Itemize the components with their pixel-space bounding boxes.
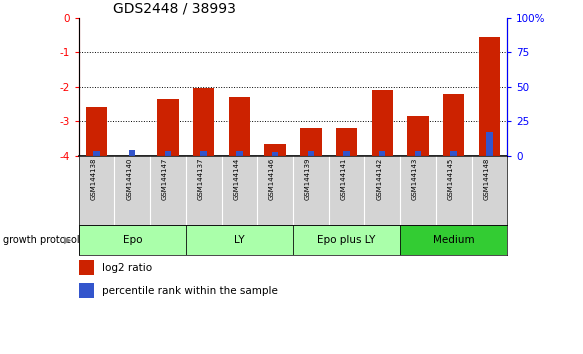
Bar [308,151,314,156]
Text: GSM144147: GSM144147 [162,158,168,200]
Bar [300,128,322,156]
Bar [400,225,507,255]
Bar [451,151,457,156]
Bar [79,283,94,298]
Text: ▶: ▶ [65,235,72,245]
Bar [479,37,500,156]
Bar [343,151,350,156]
Text: GSM144146: GSM144146 [269,158,275,200]
Bar [371,90,393,156]
Bar [236,151,243,156]
Text: Epo plus LY: Epo plus LY [317,235,375,245]
Text: Epo: Epo [122,235,142,245]
Text: GSM144140: GSM144140 [127,158,132,200]
Bar [443,93,464,156]
Text: GSM144148: GSM144148 [483,158,489,200]
Text: GSM144139: GSM144139 [305,158,311,200]
Bar [129,150,135,156]
Bar [157,99,178,156]
Text: GSM144143: GSM144143 [412,158,418,200]
Text: GSM144142: GSM144142 [376,158,382,200]
Bar [264,144,286,156]
Bar [229,97,250,156]
Bar [79,225,186,255]
Bar [86,108,107,156]
Text: log2 ratio: log2 ratio [102,263,152,273]
Text: percentile rank within the sample: percentile rank within the sample [102,286,278,296]
Bar [186,225,293,255]
Text: GSM144141: GSM144141 [340,158,346,200]
Text: Medium: Medium [433,235,475,245]
Text: GSM144145: GSM144145 [448,158,454,200]
Bar [407,116,429,156]
Text: GDS2448 / 38993: GDS2448 / 38993 [113,1,236,15]
Bar [379,151,385,156]
Bar [272,152,278,156]
Bar [415,151,421,156]
Bar [336,128,357,156]
Bar [193,88,215,156]
Text: GSM144138: GSM144138 [90,158,97,200]
Text: GSM144144: GSM144144 [233,158,240,200]
Bar [293,225,400,255]
Text: GSM144137: GSM144137 [198,158,203,200]
Bar [201,151,207,156]
Text: LY: LY [234,235,245,245]
Text: growth protocol: growth protocol [3,235,79,245]
Bar [165,151,171,156]
Bar [93,151,100,156]
Bar [486,132,493,156]
Bar [79,260,94,275]
